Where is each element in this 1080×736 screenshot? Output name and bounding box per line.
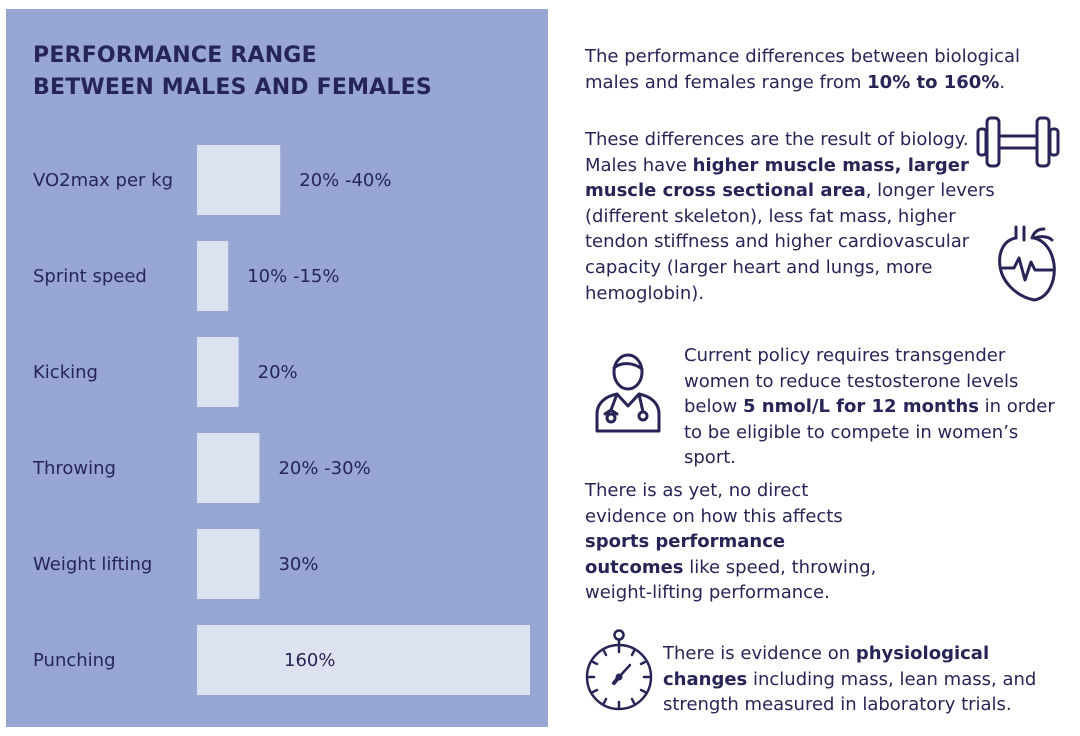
intro-text: The performance differences between biol… <box>585 46 1021 93</box>
bar-punching <box>197 625 530 695</box>
stopwatch-icon <box>585 629 653 711</box>
biology-text-end: , longer levers (different skeleton), le… <box>585 180 995 304</box>
policy-paragraph: Current policy requires transgender wome… <box>684 343 1069 471</box>
category-label-weight-lifting: Weight lifting <box>33 554 152 575</box>
bar-sprint-speed <box>197 241 229 311</box>
bar-vo2max-per-kg <box>197 145 281 215</box>
evidence-text-end: like speed, throwing, weight-lifting per… <box>585 556 877 604</box>
doctor-icon <box>595 353 661 433</box>
physiology-highlight: physiological changes <box>663 643 990 690</box>
evidence-text: There is as yet, no direct evidence on h… <box>585 480 843 527</box>
policy-text-end: in order to be eligible to compete in wo… <box>684 396 1055 469</box>
bar-weight-lifting <box>197 529 260 599</box>
bar-chart: VO2max per kg 20% -40% Sprint speed 10% -15… <box>32 145 530 695</box>
value-label-weight-lifting: 30% <box>278 554 318 575</box>
policy-highlight: 5 nmol/L for 12 months <box>742 396 979 418</box>
physiology-text: There is evidence on <box>663 643 856 664</box>
policy-text: Current policy requires transgender wome… <box>684 345 1019 418</box>
category-label-throwing: Throwing <box>32 458 116 479</box>
evidence-highlight: sports performance outcomes <box>585 531 786 578</box>
category-label-sprint-speed: Sprint speed <box>33 266 147 287</box>
bar-throwing <box>197 433 260 503</box>
intro-range-highlight: 10% to 160% <box>867 71 1000 93</box>
biology-highlight: higher muscle mass, larger muscle cross … <box>585 154 969 202</box>
heart-icon <box>998 225 1056 302</box>
value-label-vo2max-per-kg: 20% -40% <box>299 170 391 191</box>
biology-paragraph: These differences are the result of biol… <box>585 127 995 306</box>
value-label-sprint-speed: 10% -15% <box>247 266 339 287</box>
bar-kicking <box>197 337 239 407</box>
evidence-paragraph: There is as yet, no direct evidence on h… <box>585 478 885 606</box>
chart-title-line-1: PERFORMANCE RANGE <box>33 43 317 68</box>
category-label-kicking: Kicking <box>33 362 98 383</box>
physiology-text-end: including mass, lean mass, and strength … <box>663 668 1037 716</box>
dumbbell-icon <box>976 116 1060 168</box>
biology-text: These differences are the result of biol… <box>585 129 969 176</box>
intro-paragraph: The performance differences between biol… <box>585 44 1055 95</box>
chart-panel: PERFORMANCE RANGE BETWEEN MALES AND FEMA… <box>6 9 548 727</box>
chart-title-line-2: BETWEEN MALES AND FEMALES <box>33 75 432 100</box>
value-label-kicking: 20% <box>258 362 298 383</box>
intro-text-end: . <box>999 71 1006 93</box>
category-label-vo2max-per-kg: VO2max per kg <box>33 170 173 191</box>
value-label-throwing: 20% -30% <box>278 458 370 479</box>
chart-title: PERFORMANCE RANGE BETWEEN MALES AND FEMA… <box>33 40 432 104</box>
category-label-punching: Punching <box>33 650 116 671</box>
physiology-paragraph: There is evidence on physiological chang… <box>663 641 1073 718</box>
value-label-punching: 160% <box>284 650 335 671</box>
